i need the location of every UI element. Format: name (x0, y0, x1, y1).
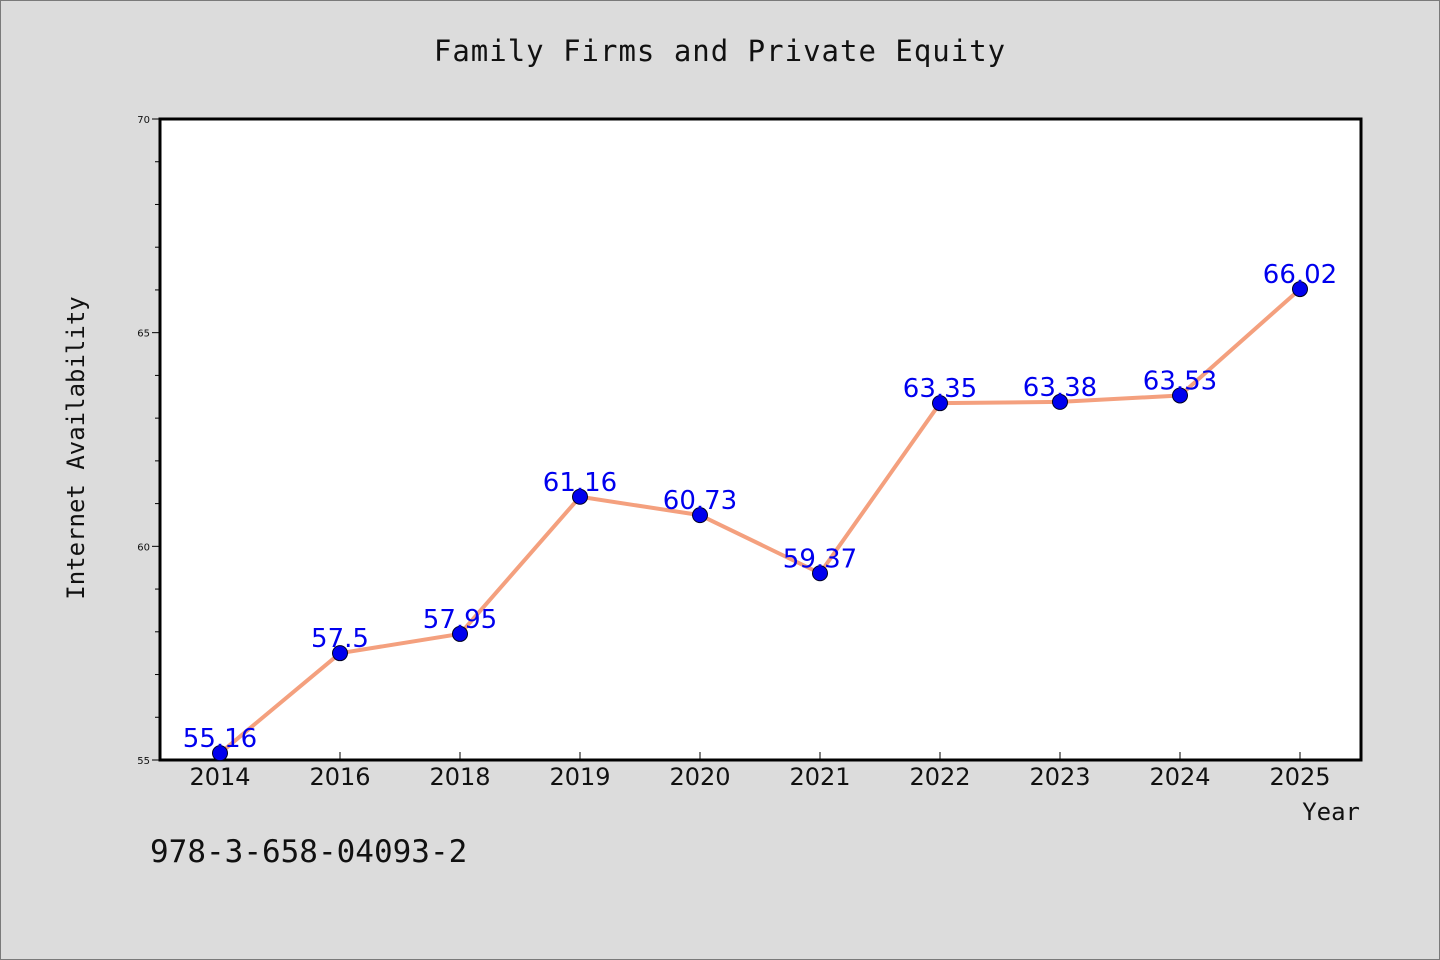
data-label: 57.5 (311, 624, 369, 654)
data-label: 63.53 (1143, 366, 1217, 396)
chart-title: Family Firms and Private Equity (433, 34, 1007, 68)
x-tick-label: 2014 (189, 763, 250, 791)
data-point (572, 488, 588, 505)
x-tick-label: 2021 (789, 763, 850, 791)
y-tick-label: 55 (137, 756, 150, 767)
data-label: 57.95 (423, 605, 497, 635)
series-markers (212, 281, 1308, 762)
data-point (212, 745, 228, 762)
data-label: 66.02 (1263, 260, 1337, 290)
y-axis: 55 60 65 70 (137, 115, 160, 767)
x-tick-label: 2022 (909, 763, 970, 791)
data-label: 63.35 (903, 374, 977, 404)
y-tick-label: 65 (137, 329, 150, 340)
data-point (1052, 393, 1068, 410)
data-point (932, 395, 948, 412)
data-point (452, 625, 468, 642)
x-tick-label: 2020 (669, 763, 730, 791)
y-tick-label: 70 (137, 115, 150, 126)
data-label: 63.38 (1023, 373, 1097, 403)
plot-area (158, 117, 1363, 762)
data-point (692, 507, 708, 524)
isbn-text: 978-3-658-04093-2 (150, 834, 468, 870)
data-point (812, 565, 828, 582)
x-tick-label: 2016 (309, 763, 370, 791)
x-tick-label: 2024 (1149, 763, 1210, 791)
data-labels: 55.16 57.5 57.95 61.16 60.73 59.37 63.35 63.38 6… (183, 260, 1337, 754)
data-label: 59.37 (783, 544, 857, 574)
data-point (1172, 387, 1188, 404)
x-axis: 2014 2016 2018 2019 2020 2021 2022 2023 2024 2025 (189, 752, 1331, 791)
data-label: 61.16 (543, 468, 617, 498)
x-tick-label: 2025 (1269, 763, 1330, 791)
x-axis-title: Year (1302, 798, 1360, 826)
data-label: 55.16 (183, 724, 257, 754)
x-tick-label: 2018 (429, 763, 490, 791)
y-tick-label: 60 (137, 542, 150, 553)
data-label: 60.73 (663, 486, 737, 516)
x-tick-label: 2023 (1029, 763, 1090, 791)
x-tick-label: 2019 (549, 763, 610, 791)
data-point (332, 645, 348, 662)
series-line (218, 287, 1302, 755)
data-point (1292, 281, 1308, 298)
